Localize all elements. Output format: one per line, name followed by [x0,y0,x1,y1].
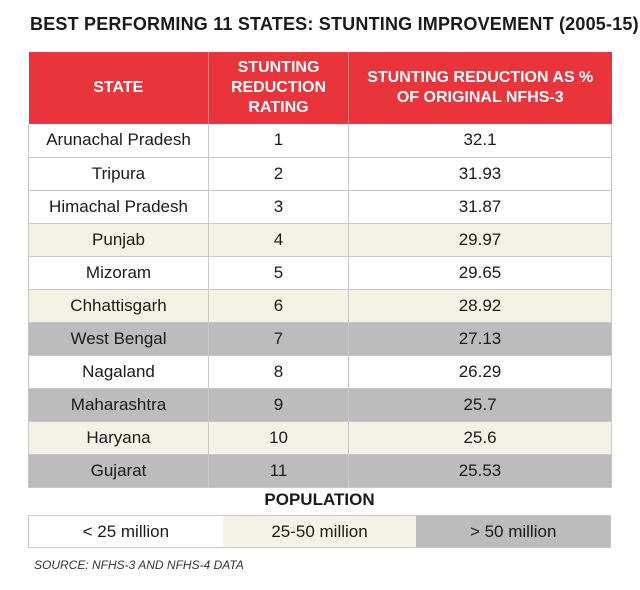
cell-state: West Bengal [28,322,209,356]
stunting-table: STATE STUNTING REDUCTION RATING STUNTING… [28,52,612,488]
cell-state: Mizoram [28,256,209,290]
cell-state: Punjab [28,223,209,257]
header-percent: STUNTING REDUCTION AS % OF ORIGINAL NFHS… [367,69,594,106]
cell-state: Tripura [28,157,209,191]
cell-state: Nagaland [28,355,209,389]
table-row: Arunachal Pradesh 1 32.1 [28,124,612,158]
cell-rating: 6 [208,289,349,323]
cell-rating: 5 [208,256,349,290]
cell-percent: 31.87 [348,190,612,224]
population-legend-title: POPULATION [264,490,375,509]
table-row: Chhattisgarh 6 28.92 [28,289,612,323]
table-row: Mizoram 5 29.65 [28,256,612,290]
table-row: Himachal Pradesh 3 31.87 [28,190,612,224]
cell-percent: 29.97 [348,223,612,257]
header-rating: STUNTING REDUCTION RATING [208,52,349,124]
table-header-row: STATE STUNTING REDUCTION RATING STUNTING… [28,52,612,124]
cell-rating: 3 [208,190,349,224]
table-row: Punjab 4 29.97 [28,223,612,257]
legend-item-white: < 25 million [29,516,223,547]
cell-state: Maharashtra [28,388,209,422]
table-row: Maharashtra 9 25.7 [28,388,612,422]
source-note: SOURCE: NFHS-3 AND NFHS-4 DATA [34,558,244,572]
table-row: West Bengal 7 27.13 [28,322,612,356]
population-legend: < 25 million 25-50 million > 50 million [28,515,611,548]
cell-rating: 8 [208,355,349,389]
cell-percent: 25.6 [348,421,612,455]
cell-rating: 7 [208,322,349,356]
cell-percent: 25.53 [348,454,612,488]
cell-state: Chhattisgarh [28,289,209,323]
cell-percent: 28.92 [348,289,612,323]
table-row: Gujarat 11 25.53 [28,454,612,488]
header-state: STATE [28,52,209,124]
cell-rating: 1 [208,124,349,158]
cell-state: Himachal Pradesh [28,190,209,224]
table-row: Nagaland 8 26.29 [28,355,612,389]
cell-rating: 9 [208,388,349,422]
cell-state: Gujarat [28,454,209,488]
cell-rating: 10 [208,421,349,455]
cell-percent: 32.1 [348,124,612,158]
chart-title: BEST PERFORMING 11 STATES: STUNTING IMPR… [30,14,639,34]
legend-item-gray: > 50 million [416,516,611,547]
table-row: Tripura 2 31.93 [28,157,612,191]
cell-state: Haryana [28,421,209,455]
legend-item-cream: 25-50 million [222,516,417,547]
cell-percent: 27.13 [348,322,612,356]
table-body: Arunachal Pradesh 1 32.1 Tripura 2 31.93 Himac… [28,124,612,488]
cell-percent: 26.29 [348,355,612,389]
cell-state: Arunachal Pradesh [28,124,209,158]
table-row: Haryana 10 25.6 [28,421,612,455]
cell-percent: 25.7 [348,388,612,422]
cell-percent: 31.93 [348,157,612,191]
cell-percent: 29.65 [348,256,612,290]
cell-rating: 11 [208,454,349,488]
cell-rating: 4 [208,223,349,257]
cell-rating: 2 [208,157,349,191]
